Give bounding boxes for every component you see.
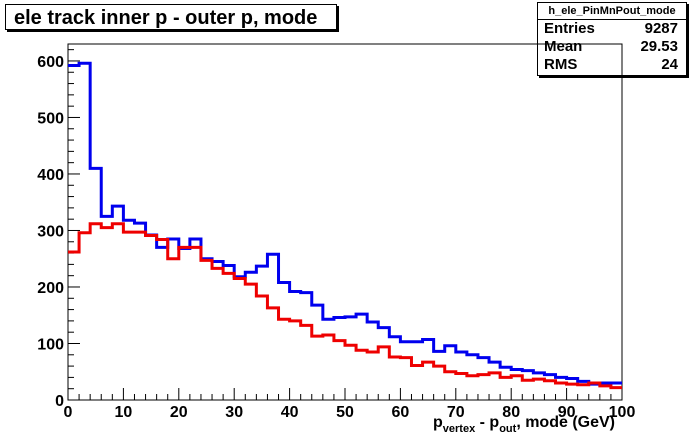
y-tick-label: 200	[37, 280, 64, 297]
y-tick-label: 0	[55, 393, 64, 410]
y-tick-label: 600	[37, 54, 64, 71]
y-tick-label: 300	[37, 223, 64, 240]
stats-histogram-name: h_ele_PinMnPout_mode	[538, 3, 686, 20]
stats-box: h_ele_PinMnPout_mode Entries 9287 Mean 2…	[537, 2, 687, 76]
x-tick-label: 10	[115, 404, 133, 421]
stats-label: Mean	[544, 38, 583, 55]
x-axis-title-minus-p: - p	[475, 414, 500, 431]
x-tick-label: 40	[281, 404, 299, 421]
x-tick-label: 0	[64, 404, 73, 421]
stats-value: 29.53	[640, 38, 678, 55]
x-axis-title-p: p	[433, 414, 443, 431]
x-axis-title-sub-out: out	[499, 423, 517, 435]
x-tick-label: 30	[225, 404, 243, 421]
stats-label: RMS	[544, 56, 578, 73]
x-tick-label: 50	[336, 404, 354, 421]
stats-row-rms: RMS 24	[538, 56, 686, 74]
x-axis-title-rest: , mode (GeV)	[516, 414, 615, 431]
y-tick-label: 100	[37, 336, 64, 353]
x-tick-label: 70	[447, 404, 465, 421]
x-tick-label: 90	[558, 404, 576, 421]
stats-label: Entries	[544, 20, 595, 37]
x-tick-label: 80	[502, 404, 520, 421]
stats-value: 24	[661, 56, 678, 73]
stats-value: 9287	[644, 20, 678, 37]
stats-row-mean: Mean 29.53	[538, 38, 686, 56]
stats-row-entries: Entries 9287	[538, 20, 686, 38]
x-tick-label: 100	[609, 404, 636, 421]
red-histogram-series	[68, 222, 622, 390]
x-tick-label: 20	[170, 404, 188, 421]
y-tick-label: 400	[37, 167, 64, 184]
chart-title: ele track inner p - outer p, mode	[5, 4, 337, 30]
y-tick-label: 500	[37, 110, 64, 127]
x-axis-title: pvertex - pout, mode (GeV)	[433, 414, 615, 435]
x-tick-label: 60	[392, 404, 410, 421]
blue-histogram-series	[68, 61, 622, 386]
x-axis-title-sub-vertex: vertex	[442, 423, 476, 435]
